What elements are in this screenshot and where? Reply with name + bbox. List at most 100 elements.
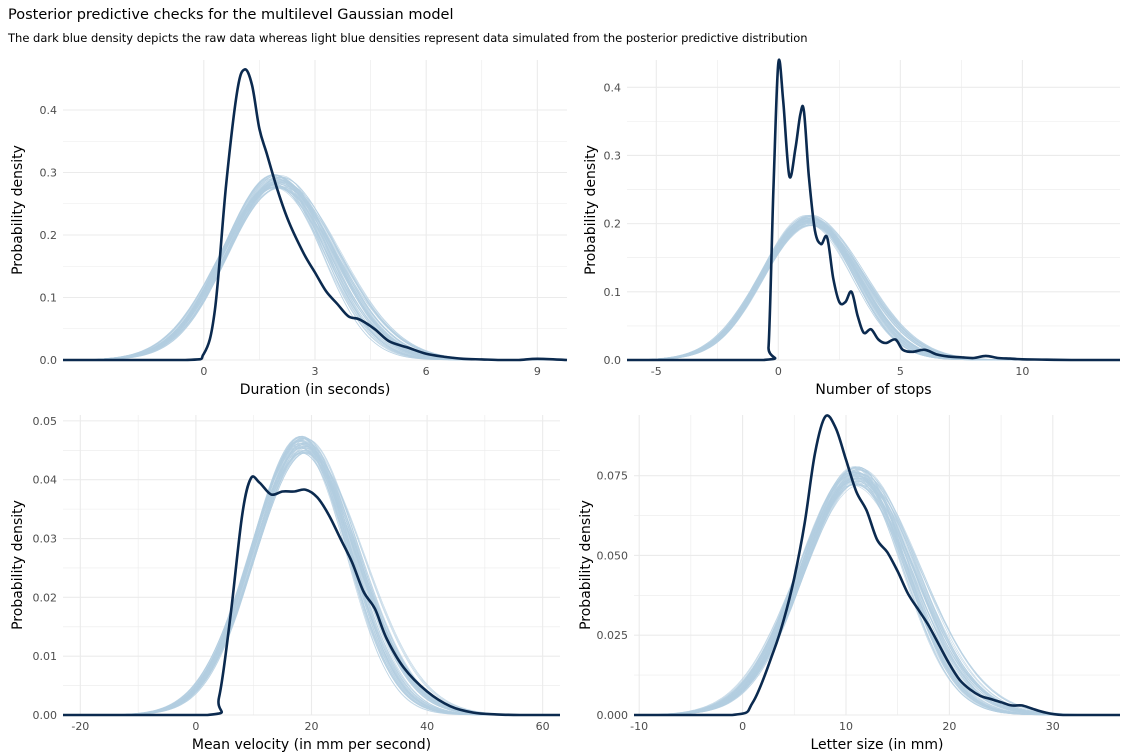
x-tick-label: 20: [942, 720, 956, 733]
simulated-density-line: [634, 484, 1120, 716]
simulated-density-line: [634, 481, 1120, 716]
x-tick-label: 30: [1046, 720, 1060, 733]
y-tick-label: 0.01: [33, 650, 58, 663]
y-tick-label: 0.0: [40, 354, 58, 367]
x-tick-label: 0: [192, 720, 199, 733]
y-tick-label: 0.3: [604, 149, 622, 162]
y-tick-label: 0.03: [33, 533, 58, 546]
y-tick-label: 0.05: [33, 415, 58, 428]
page-title: Posterior predictive checks for the mult…: [8, 7, 454, 23]
observed-density-line: [63, 68, 568, 362]
y-axis-title: Probability density: [578, 500, 594, 630]
x-tick-label: -10: [630, 720, 648, 733]
simulated-density-line: [634, 478, 1120, 716]
simulated-density-line: [634, 470, 1120, 716]
simulated-density-line: [634, 468, 1120, 716]
simulated-density-line: [633, 467, 1120, 716]
observed-density-line: [627, 58, 1120, 362]
simulated-density-line: [633, 472, 1120, 716]
simulated-density-line: [634, 483, 1120, 716]
simulated-density-line: [634, 472, 1120, 716]
simulated-density-line: [634, 469, 1120, 716]
simulated-density-line: [634, 477, 1120, 716]
chart-panel-1: 0 3 6 9 0.0 0.1 0.2 0.3 0.4 Duration (in seconds)…: [10, 60, 568, 398]
chart-panel-2: -5 0 5 10 0.0 0.1 0.2 0.3 0.4 Number of stops Prob…: [583, 58, 1120, 398]
chart-panel-4: -10 0 10 20 30 0.000 0.025 0.050 0.075 Letter siz…: [578, 414, 1120, 753]
x-axis-title: Number of stops: [815, 382, 931, 398]
observed-density-line: [634, 414, 1120, 717]
y-tick-label: 0.0: [604, 354, 622, 367]
simulated-density-line: [633, 481, 1120, 716]
y-axis-title: Probability density: [583, 145, 599, 275]
simulated-density-line: [633, 484, 1120, 716]
simulated-density-line: [633, 467, 1120, 716]
simulated-density-line: [634, 472, 1120, 716]
y-tick-label: 0.00: [33, 709, 58, 722]
y-tick-label: 0.02: [33, 591, 58, 604]
y-tick-label: 0.025: [597, 629, 629, 642]
observed-density-line: [63, 475, 560, 717]
simulated-density-line: [634, 476, 1120, 716]
simulated-density-line: [634, 477, 1120, 716]
simulated-density-line: [633, 472, 1120, 716]
x-tick-label: 3: [312, 365, 319, 378]
x-axis-title: Letter size (in mm): [811, 737, 944, 753]
x-tick-label: -20: [71, 720, 89, 733]
chart-panel-3: -20 0 20 40 60 0.00 0.01 0.02 0.03 0.04 0.05 Mean v…: [10, 415, 560, 753]
simulated-density-line: [634, 481, 1120, 716]
x-tick-label: 20: [305, 720, 319, 733]
simulated-density-line: [634, 471, 1120, 716]
simulated-density-line: [634, 473, 1120, 716]
simulated-densities: [626, 214, 1120, 361]
simulated-density-line: [634, 483, 1120, 716]
y-tick-label: 0.2: [604, 218, 622, 231]
simulated-density-line: [634, 477, 1120, 716]
simulated-density-line: [633, 484, 1120, 716]
simulated-density-line: [634, 480, 1120, 716]
simulated-density-line: [634, 483, 1120, 716]
simulated-density-line: [634, 477, 1120, 716]
y-tick-label: 0.050: [597, 549, 629, 562]
x-tick-label: 9: [534, 365, 541, 378]
y-tick-label: 0.1: [40, 292, 58, 305]
page-subtitle: The dark blue density depicts the raw da…: [8, 31, 808, 45]
simulated-density-line: [634, 469, 1120, 716]
simulated-densities: [633, 466, 1120, 716]
y-axis-title: Probability density: [10, 500, 26, 630]
simulated-density-line: [634, 474, 1120, 716]
simulated-density-line: [633, 473, 1120, 716]
x-tick-label: 40: [420, 720, 434, 733]
x-tick-label: 6: [423, 365, 430, 378]
x-axis-title: Mean velocity (in mm per second): [192, 737, 431, 753]
x-tick-label: 60: [536, 720, 550, 733]
simulated-density-line: [633, 473, 1120, 716]
y-tick-label: 0.075: [597, 470, 629, 483]
y-tick-label: 0.3: [40, 167, 58, 180]
simulated-density-line: [634, 482, 1120, 716]
simulated-density-line: [633, 471, 1120, 716]
simulated-density-line: [634, 477, 1120, 716]
simulated-density-line: [634, 470, 1120, 716]
x-tick-label: 0: [200, 365, 207, 378]
simulated-density-line: [634, 480, 1120, 716]
simulated-density-line: [633, 468, 1120, 716]
y-axis-title: Probability density: [10, 145, 26, 275]
simulated-density-line: [634, 470, 1120, 716]
x-tick-label: 0: [775, 365, 782, 378]
y-tick-label: 0.2: [40, 229, 58, 242]
simulated-density-line: [634, 478, 1120, 716]
simulated-density-line: [634, 484, 1120, 716]
simulated-density-line: [634, 471, 1120, 716]
y-tick-label: 0.000: [597, 709, 629, 722]
x-tick-label: 10: [1015, 365, 1029, 378]
x-tick-label: 5: [897, 365, 904, 378]
simulated-density-line: [634, 473, 1120, 716]
y-tick-label: 0.4: [40, 104, 58, 117]
simulated-density-line: [634, 478, 1120, 716]
simulated-density-line: [634, 469, 1120, 716]
y-tick-label: 0.04: [33, 474, 58, 487]
simulated-density-line: [634, 478, 1120, 716]
x-axis-title: Duration (in seconds): [240, 382, 391, 398]
simulated-density-line: [634, 476, 1120, 716]
